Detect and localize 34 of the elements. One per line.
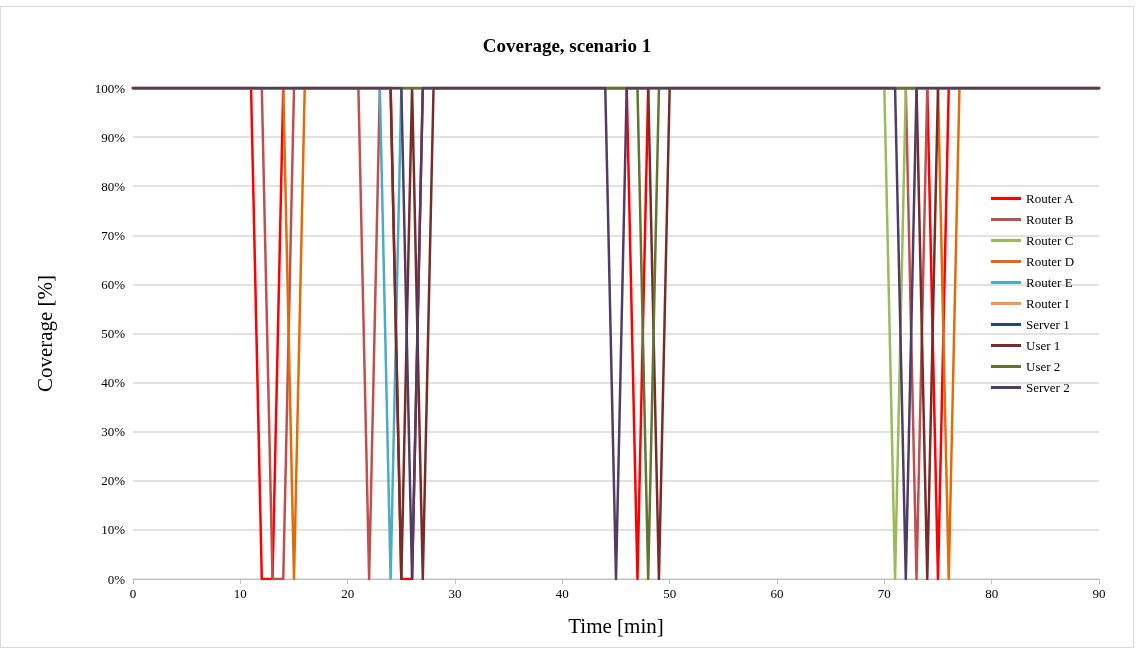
x-axis-title: Time [min] [568,613,664,638]
legend-label: Router A [1026,191,1074,206]
legend-label: Router B [1026,212,1074,227]
legend-label: Server 1 [1026,317,1070,332]
y-tick-label: 30% [101,424,126,440]
legend-label: User 2 [1026,359,1061,374]
y-tick-label: 50% [101,326,126,341]
y-tick-label: 80% [101,178,126,194]
x-tick-label: 90 [1092,586,1106,601]
legend-label: Server 2 [1026,380,1070,395]
legend-label: Router I [1026,296,1069,311]
x-tick-label: 20 [341,586,355,601]
x-tick-label: 40 [555,586,569,601]
legend-label: Router D [1026,254,1075,269]
y-axis-title: Coverage [%] [32,274,57,393]
x-tick-label: 30 [448,586,462,601]
y-tick-label: 60% [101,276,126,292]
x-tick-label: 10 [233,586,247,601]
chart-title: Coverage, scenario 1 [482,35,652,56]
y-tick-label: 10% [101,522,126,538]
x-tick-label: 50 [663,586,677,601]
y-tick-label: 100% [94,80,126,96]
y-tick-label: 0% [107,571,126,587]
y-tick-label: 20% [101,473,126,489]
legend-label: User 1 [1026,338,1061,353]
x-tick-label: 80 [985,586,999,601]
x-tick-label: 70 [877,586,891,601]
legend-label: Router E [1026,275,1073,290]
x-tick-label: 0 [129,586,137,601]
legend-label: Router C [1026,233,1074,248]
y-tick-label: 40% [101,375,126,391]
x-tick-label: 60 [770,586,784,601]
y-tick-label: 90% [101,129,126,145]
y-tick-label: 70% [101,227,126,243]
